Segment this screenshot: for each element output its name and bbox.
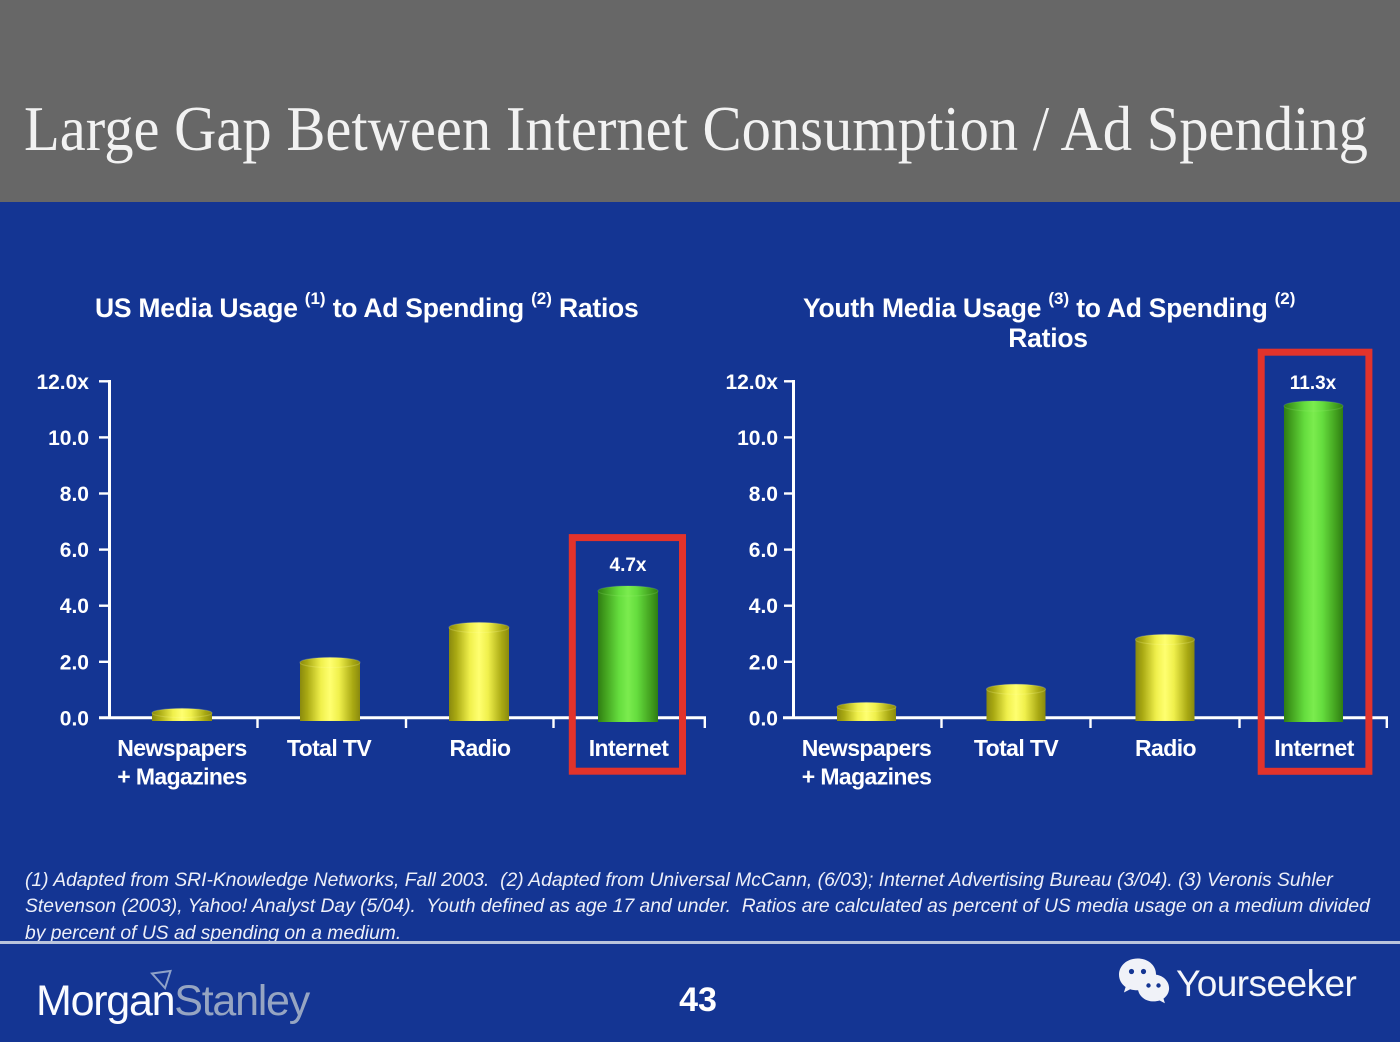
svg-text:Total TV: Total TV [287,735,372,761]
svg-text:0.0: 0.0 [749,707,778,730]
svg-text:Radio: Radio [1135,735,1196,761]
svg-text:8.0: 8.0 [749,483,778,506]
svg-text:Newspapers: Newspapers [117,735,247,761]
svg-text:Newspapers: Newspapers [802,735,932,761]
svg-text:Internet: Internet [589,735,669,761]
svg-text:10.0: 10.0 [48,427,89,450]
svg-text:+ Magazines: + Magazines [117,764,247,790]
svg-text:Radio: Radio [450,735,511,761]
svg-text:Internet: Internet [1274,735,1354,761]
svg-text:2.0: 2.0 [749,651,778,674]
svg-text:0.0: 0.0 [60,707,89,730]
svg-text:11.3x: 11.3x [1290,373,1337,394]
svg-text:+ Magazines: + Magazines [802,764,932,790]
svg-text:2.0: 2.0 [60,651,89,674]
svg-text:4.7x: 4.7x [610,555,647,576]
svg-text:4.0: 4.0 [749,595,778,618]
svg-text:12.0x: 12.0x [36,371,89,394]
svg-text:4.0: 4.0 [60,595,89,618]
svg-text:6.0: 6.0 [749,539,778,562]
svg-text:8.0: 8.0 [60,483,89,506]
svg-text:10.0: 10.0 [737,427,778,450]
svg-text:Total TV: Total TV [974,735,1059,761]
svg-text:12.0x: 12.0x [725,371,778,394]
svg-text:6.0: 6.0 [60,539,89,562]
